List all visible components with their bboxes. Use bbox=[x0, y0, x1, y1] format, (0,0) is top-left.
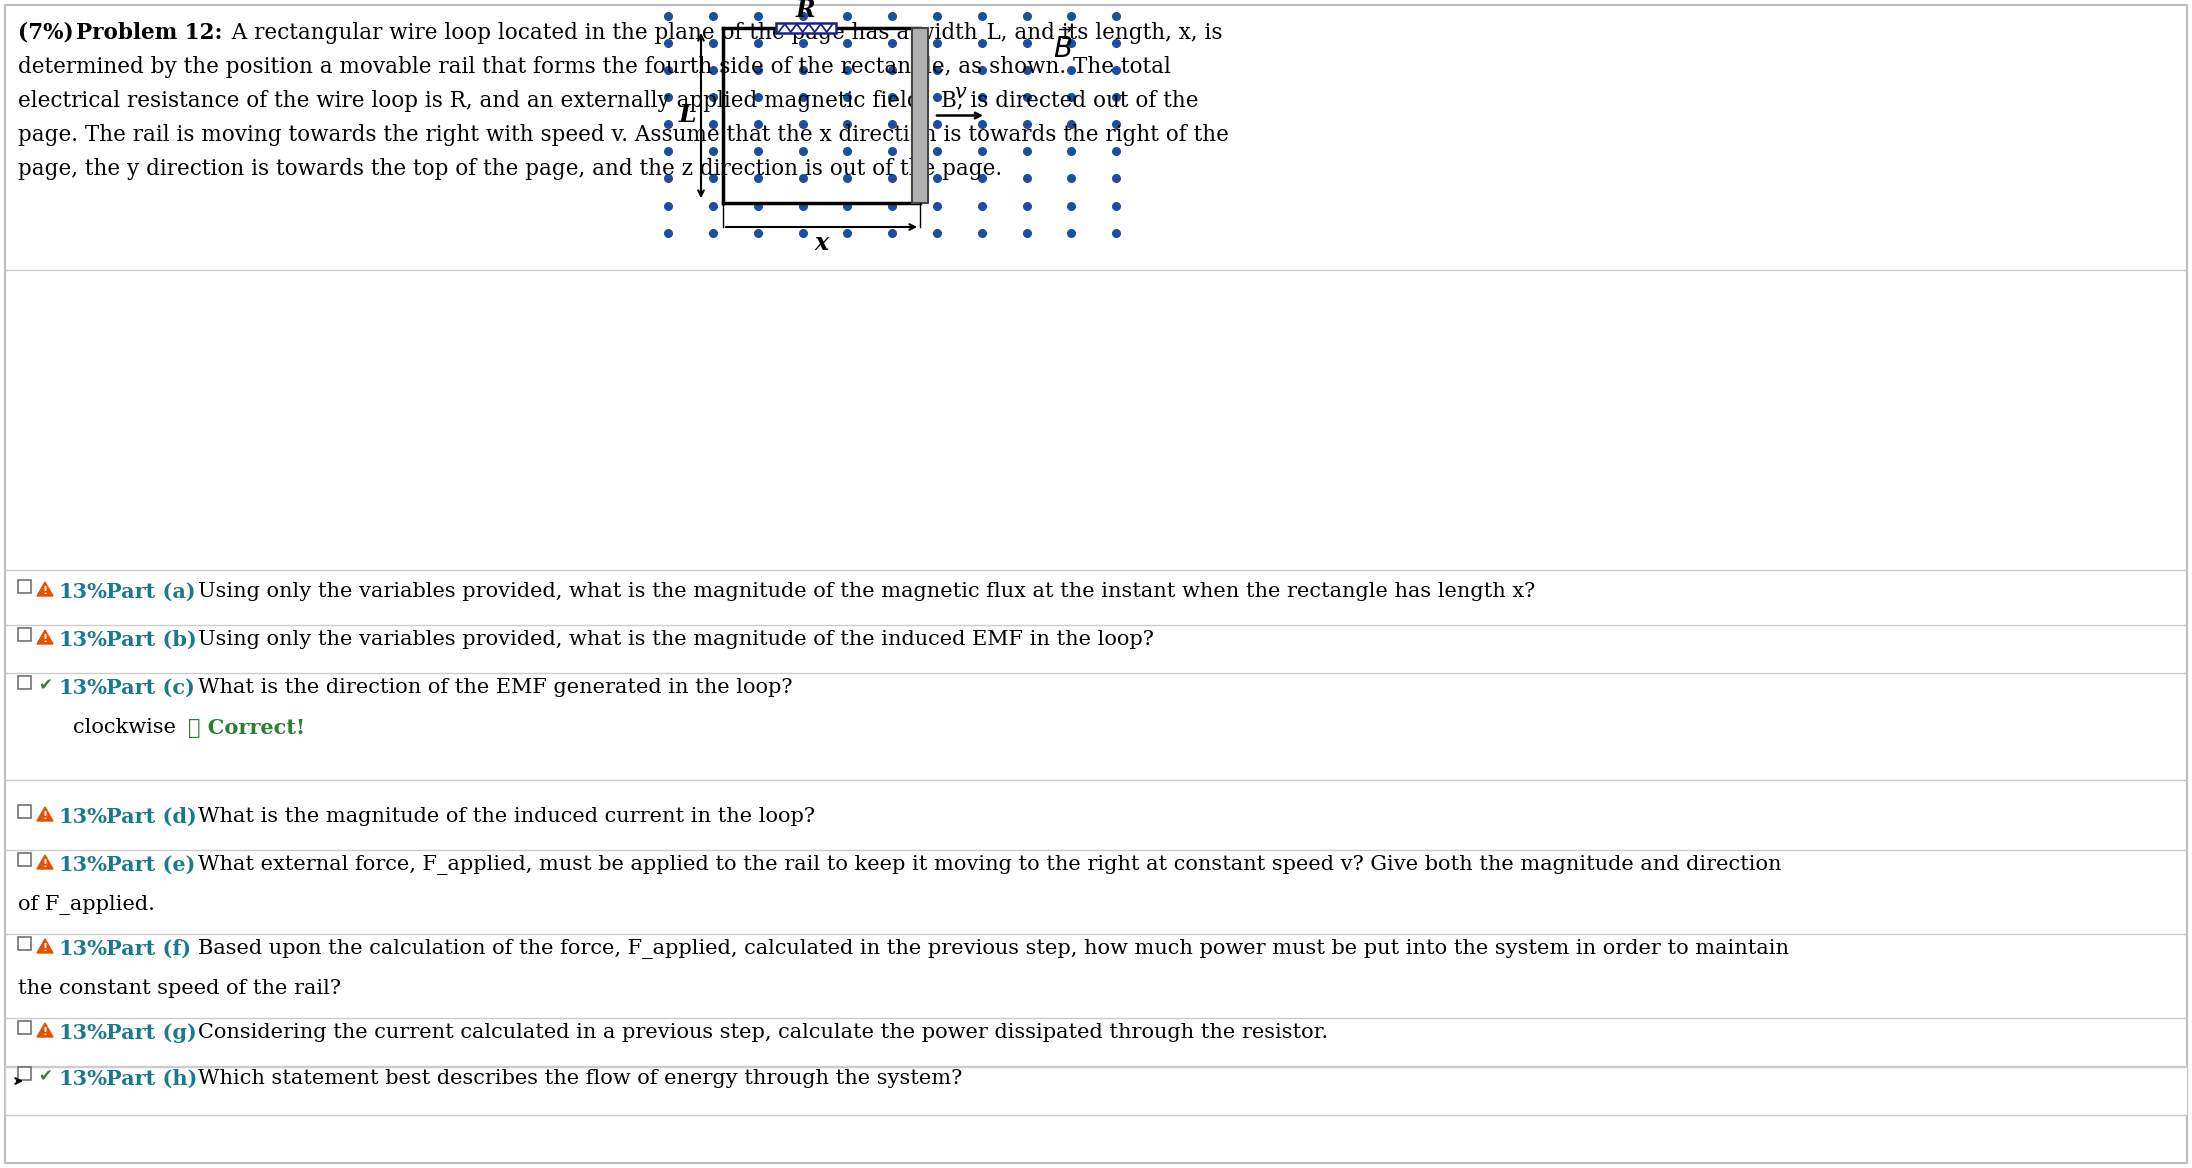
Text: Part (b): Part (b) bbox=[105, 630, 197, 651]
Text: Part (f): Part (f) bbox=[105, 939, 191, 959]
Bar bbox=[18, 1068, 31, 1080]
Text: Part (g): Part (g) bbox=[105, 1023, 197, 1043]
Text: v: v bbox=[954, 83, 967, 102]
Text: What is the direction of the EMF generated in the loop?: What is the direction of the EMF generat… bbox=[197, 677, 794, 697]
Text: Problem 12:: Problem 12: bbox=[77, 22, 224, 44]
Text: !: ! bbox=[42, 634, 48, 645]
Text: Part (e): Part (e) bbox=[105, 855, 195, 875]
Text: A rectangular wire loop located in the plane of the page has a width  L, and its: A rectangular wire loop located in the p… bbox=[217, 22, 1223, 44]
Bar bbox=[18, 805, 31, 818]
Text: 13%: 13% bbox=[57, 677, 107, 698]
Bar bbox=[18, 628, 31, 641]
Text: page, the y direction is towards the top of the page, and the z direction is out: page, the y direction is towards the top… bbox=[18, 158, 1002, 180]
Text: Based upon the calculation of the force, F_applied, calculated in the previous s: Based upon the calculation of the force,… bbox=[197, 939, 1789, 959]
Polygon shape bbox=[37, 582, 53, 596]
Text: !: ! bbox=[42, 812, 48, 821]
Bar bbox=[18, 853, 31, 865]
Text: Using only the variables provided, what is the magnitude of the induced EMF in t: Using only the variables provided, what … bbox=[197, 630, 1153, 649]
Polygon shape bbox=[37, 855, 53, 869]
Text: 13%: 13% bbox=[57, 630, 107, 651]
Bar bbox=[18, 676, 31, 689]
Text: 13%: 13% bbox=[57, 807, 107, 827]
Bar bbox=[4, 1068, 2188, 1115]
Bar bbox=[912, 28, 927, 203]
Text: R: R bbox=[796, 0, 815, 22]
Text: 13%: 13% bbox=[57, 1069, 107, 1089]
Polygon shape bbox=[37, 630, 53, 644]
Text: Part (c): Part (c) bbox=[105, 677, 195, 698]
Text: !: ! bbox=[42, 1028, 48, 1037]
Text: page. The rail is moving towards the right with speed v. Assume that the x direc: page. The rail is moving towards the rig… bbox=[18, 124, 1230, 146]
Text: ✔ Correct!: ✔ Correct! bbox=[189, 718, 305, 738]
Bar bbox=[18, 1021, 31, 1034]
Text: Part (h): Part (h) bbox=[105, 1069, 197, 1089]
Polygon shape bbox=[37, 807, 53, 821]
Text: 13%: 13% bbox=[57, 582, 107, 602]
Text: determined by the position a movable rail that forms the fourth side of the rect: determined by the position a movable rai… bbox=[18, 56, 1171, 78]
Text: Considering the current calculated in a previous step, calculate the power dissi: Considering the current calculated in a … bbox=[197, 1023, 1328, 1042]
Text: !: ! bbox=[42, 586, 48, 597]
Text: 13%: 13% bbox=[57, 939, 107, 959]
Text: $\vec{B}$: $\vec{B}$ bbox=[1052, 30, 1074, 64]
Text: ✔: ✔ bbox=[37, 676, 53, 694]
Polygon shape bbox=[37, 939, 53, 953]
Text: Using only the variables provided, what is the magnitude of the magnetic flux at: Using only the variables provided, what … bbox=[197, 582, 1534, 602]
Polygon shape bbox=[37, 1023, 53, 1037]
Text: Part (a): Part (a) bbox=[105, 582, 195, 602]
Bar bbox=[18, 580, 31, 593]
Text: electrical resistance of the wire loop is R, and an externally applied magnetic : electrical resistance of the wire loop i… bbox=[18, 90, 1199, 112]
Text: Which statement best describes the flow of energy through the system?: Which statement best describes the flow … bbox=[197, 1069, 962, 1089]
Text: !: ! bbox=[42, 860, 48, 869]
Bar bbox=[776, 23, 835, 33]
Bar bbox=[655, 8, 1124, 238]
Text: Part (d): Part (d) bbox=[105, 807, 197, 827]
Text: 13%: 13% bbox=[57, 1023, 107, 1043]
Text: What is the magnitude of the induced current in the loop?: What is the magnitude of the induced cur… bbox=[197, 807, 815, 826]
Text: of F_applied.: of F_applied. bbox=[18, 895, 156, 915]
Text: x: x bbox=[815, 231, 829, 255]
Text: ✔: ✔ bbox=[37, 1068, 53, 1085]
Text: clockwise: clockwise bbox=[72, 718, 175, 737]
Bar bbox=[18, 937, 31, 950]
Text: 13%: 13% bbox=[57, 855, 107, 875]
Text: !: ! bbox=[42, 944, 48, 953]
Text: (7%): (7%) bbox=[18, 22, 75, 44]
Text: L: L bbox=[677, 104, 695, 127]
Text: the constant speed of the rail?: the constant speed of the rail? bbox=[18, 979, 342, 997]
Text: What external force, F_applied, must be applied to the rail to keep it moving to: What external force, F_applied, must be … bbox=[197, 855, 1782, 875]
